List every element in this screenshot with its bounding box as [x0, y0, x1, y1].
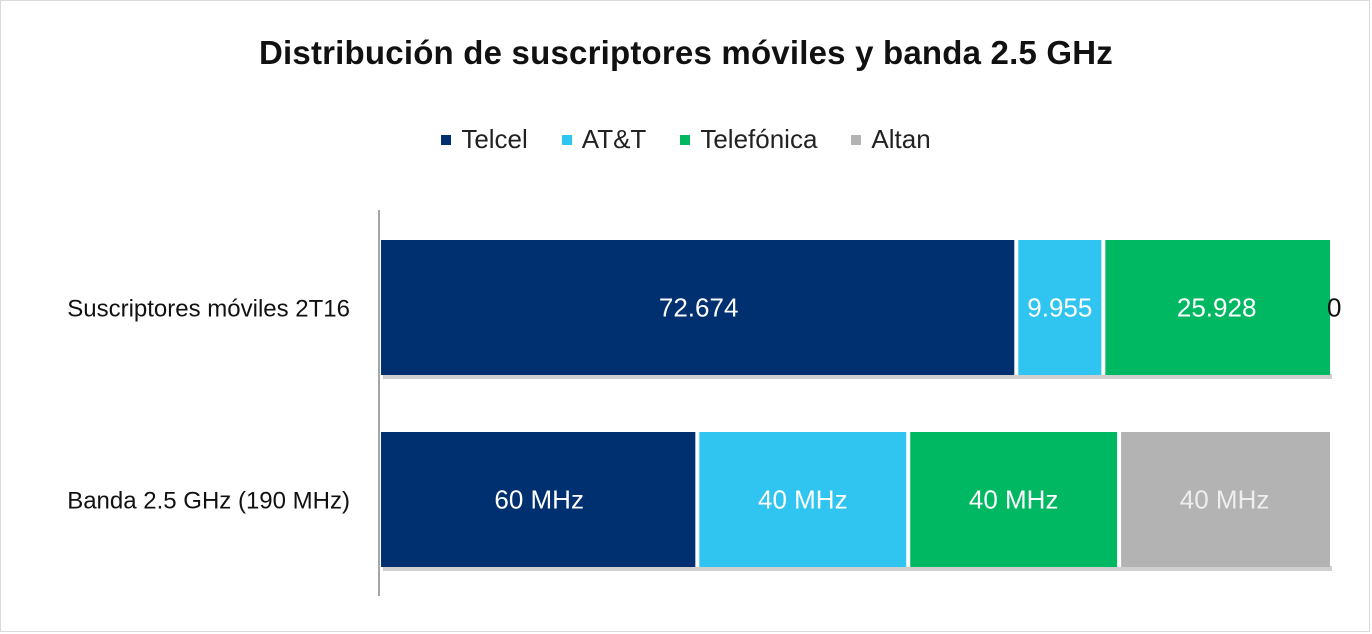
bar-segment: [381, 432, 698, 567]
legend-swatch-altan: [851, 134, 862, 145]
legend-item-telcel: Telcel: [441, 124, 528, 155]
bar-shadow: [383, 374, 1332, 379]
bar-segment: [697, 432, 909, 567]
bar-segment: [1119, 432, 1330, 567]
segment-gap: [695, 432, 700, 567]
data-label: 60 MHz: [494, 485, 584, 515]
legend-label-telcel: Telcel: [461, 124, 528, 154]
legend-item-altan: Altan: [851, 124, 931, 155]
segment-gap: [906, 432, 911, 567]
data-label: 9.955: [1027, 293, 1092, 323]
category-label: Suscriptores móviles 2T16: [67, 296, 350, 323]
bar-segment: [381, 240, 1017, 375]
legend-label-att: AT&T: [581, 124, 647, 154]
data-label: 40 MHz: [758, 485, 848, 515]
bar-shadow: [383, 566, 1332, 571]
legend-swatch-telefonica: [680, 134, 691, 145]
segment-gap: [1117, 432, 1122, 567]
data-label: 40 MHz: [969, 485, 1059, 515]
legend-label-altan: Altan: [871, 124, 931, 154]
data-label: 0: [1327, 293, 1341, 323]
legend-item-telefonica: Telefónica: [680, 124, 817, 155]
data-label: 25.928: [1177, 293, 1257, 323]
legend-item-att: AT&T: [561, 124, 647, 155]
bar-segment: [1016, 240, 1104, 375]
segment-gap: [1101, 240, 1106, 375]
bar-segment: [1103, 240, 1330, 375]
legend-swatch-att: [561, 134, 572, 145]
segment-gap: [1014, 240, 1019, 375]
legend: Telcel AT&T Telefónica Altan: [0, 124, 1372, 155]
bar-segment: [908, 432, 1120, 567]
data-label: 40 MHz: [1180, 485, 1270, 515]
chart-title: Distribución de suscriptores móviles y b…: [259, 34, 1113, 71]
legend-label-telefonica: Telefónica: [700, 124, 818, 154]
legend-swatch-telcel: [441, 134, 452, 145]
data-label: 72.674: [659, 293, 739, 323]
category-label: Banda 2.5 GHz (190 MHz): [67, 488, 350, 515]
